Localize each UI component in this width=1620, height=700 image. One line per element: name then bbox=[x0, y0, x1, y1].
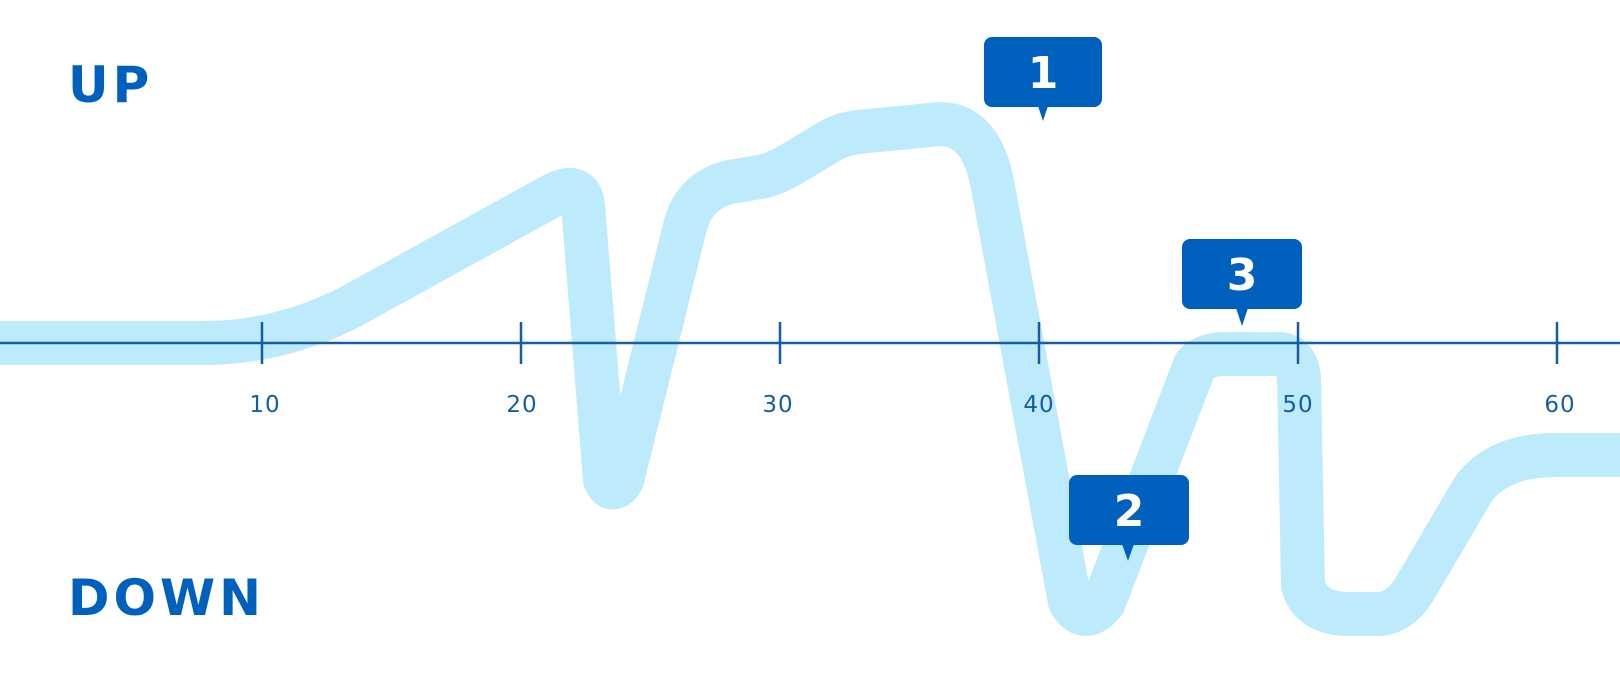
tick-label-40: 40 bbox=[1023, 392, 1054, 418]
callout-2: 2 bbox=[1069, 475, 1189, 561]
path-band bbox=[0, 102, 1620, 636]
down-label: DOWN bbox=[68, 569, 265, 627]
tick-label-50: 50 bbox=[1282, 392, 1313, 418]
tick-label-60: 60 bbox=[1544, 392, 1575, 418]
callout-1: 1 bbox=[984, 37, 1102, 121]
tick-label-30: 30 bbox=[762, 392, 793, 418]
tick-label-20: 20 bbox=[506, 392, 537, 418]
callout-3-number: 3 bbox=[1227, 250, 1258, 301]
callout-1-number: 1 bbox=[1028, 48, 1059, 99]
callout-3: 3 bbox=[1182, 239, 1302, 326]
up-label: UP bbox=[68, 56, 153, 114]
callout-2-number: 2 bbox=[1114, 486, 1145, 537]
tick-label-10: 10 bbox=[249, 392, 280, 418]
